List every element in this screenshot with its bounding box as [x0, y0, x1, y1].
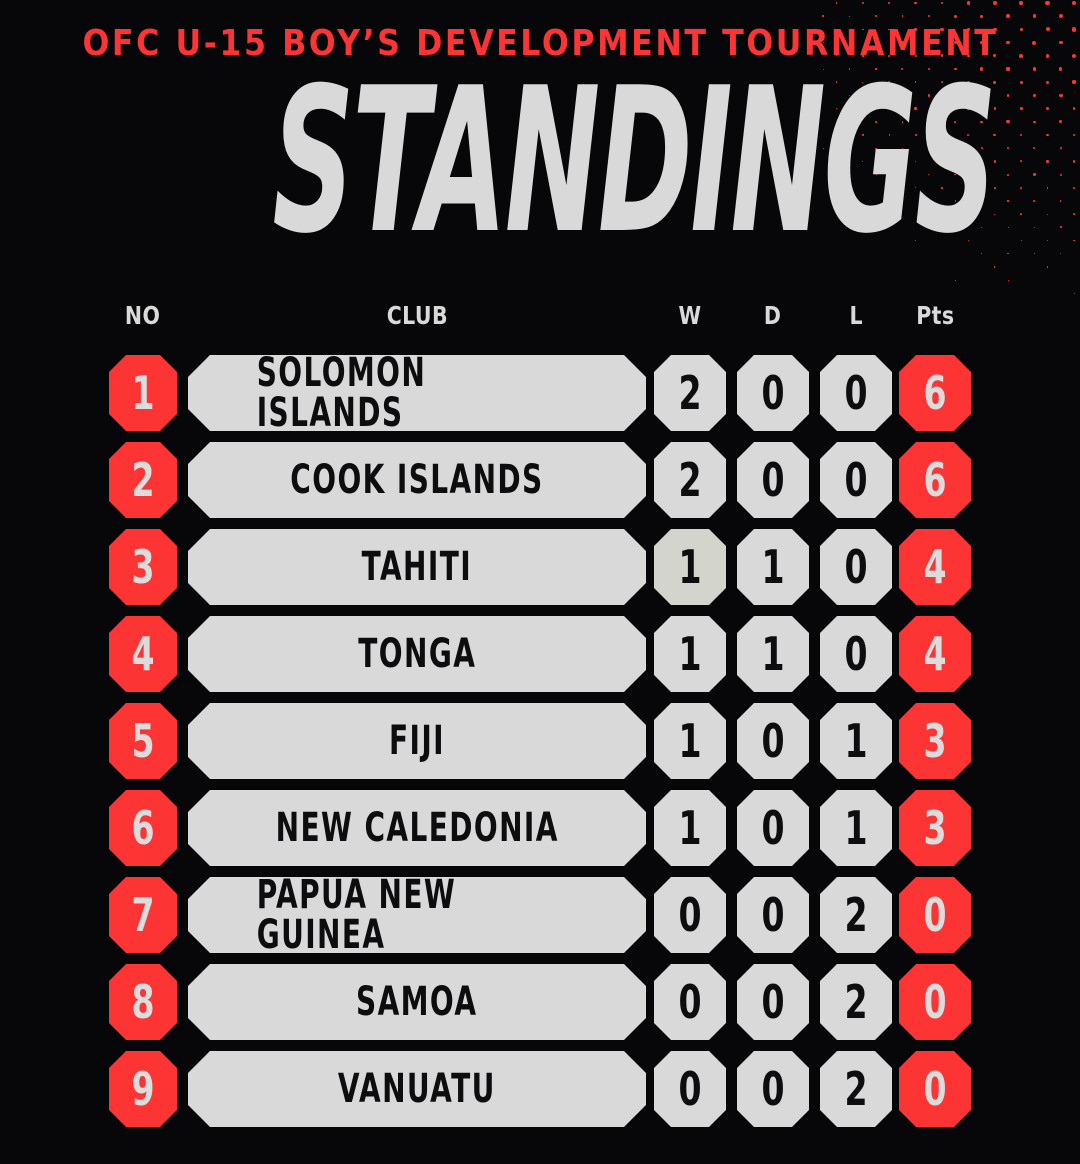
halftone-dot [954, 279, 956, 281]
club-cell: SOLOMON ISLANDS [188, 355, 646, 431]
club-cell: COOK ISLANDS [188, 442, 646, 518]
points-badge: 4 [899, 529, 971, 605]
halftone-dot [1059, 67, 1063, 71]
table-row: 6 NEW CALEDONIA 1 0 1 3 [109, 790, 971, 866]
column-header-no: NO [125, 300, 161, 330]
table-row: 1 SOLOMON ISLANDS 2 0 0 6 [109, 355, 971, 431]
club-cell: PAPUA NEW GUINEA [188, 877, 646, 953]
points-badge: 4 [899, 616, 971, 692]
wins-cell: 1 [654, 790, 726, 866]
wins-cell: 0 [654, 877, 726, 953]
draws-cell: 0 [737, 790, 809, 866]
column-header-wins: W [678, 300, 702, 330]
club-cell: TAHITI [188, 529, 646, 605]
rank-badge: 6 [109, 790, 177, 866]
losses-cell: 2 [820, 964, 892, 1040]
table-row: 2 COOK ISLANDS 2 0 0 6 [109, 442, 971, 518]
wins-cell: 2 [654, 442, 726, 518]
club-cell: NEW CALEDONIA [188, 790, 646, 866]
wins-cell: 1 [654, 529, 726, 605]
points-badge: 3 [899, 703, 971, 779]
page-title: STANDINGS [0, 45, 1080, 278]
losses-cell: 0 [820, 529, 892, 605]
table-row: 5 FIJI 1 0 1 3 [109, 703, 971, 779]
points-badge: 3 [899, 790, 971, 866]
losses-cell: 1 [820, 703, 892, 779]
losses-cell: 0 [820, 616, 892, 692]
losses-cell: 2 [820, 1051, 892, 1127]
points-badge: 0 [899, 964, 971, 1040]
column-header-losses: L [849, 300, 863, 330]
column-header-draws: D [764, 300, 782, 330]
draws-cell: 0 [737, 1051, 809, 1127]
wins-cell: 1 [654, 616, 726, 692]
draws-cell: 0 [737, 877, 809, 953]
halftone-dot [1034, 253, 1035, 255]
points-badge: 6 [899, 442, 971, 518]
rank-badge: 7 [109, 877, 177, 953]
halftone-dot [1006, 67, 1010, 71]
losses-cell: 1 [820, 790, 892, 866]
halftone-dot [1032, 67, 1037, 71]
column-header-club: CLUB [386, 300, 448, 330]
draws-cell: 0 [737, 355, 809, 431]
club-cell: SAMOA [188, 964, 646, 1040]
losses-cell: 2 [820, 877, 892, 953]
table-row: 8 SAMOA 0 0 2 0 [109, 964, 971, 1040]
rank-badge: 1 [109, 355, 177, 431]
wins-cell: 0 [654, 964, 726, 1040]
club-cell: FIJI [188, 703, 646, 779]
rank-badge: 9 [109, 1051, 177, 1127]
halftone-dot [1073, 292, 1075, 294]
halftone-dot [1047, 266, 1049, 268]
rank-badge: 3 [109, 529, 177, 605]
tournament-title-text: OFC U-15 BOY’S DEVELOPMENT TOURNAMENT [82, 23, 998, 64]
table-row: 4 TONGA 1 1 0 4 [109, 616, 971, 692]
table-row: 7 PAPUA NEW GUINEA 0 0 2 0 [109, 877, 971, 953]
draws-cell: 0 [737, 964, 809, 1040]
draws-cell: 1 [737, 529, 809, 605]
club-cell: TONGA [188, 616, 646, 692]
table-row: 9 VANUATU 0 0 2 0 [109, 1051, 971, 1127]
rank-badge: 8 [109, 964, 177, 1040]
club-cell: VANUATU [188, 1051, 646, 1127]
halftone-dot [1007, 279, 1009, 281]
rank-badge: 2 [109, 442, 177, 518]
wins-cell: 2 [654, 355, 726, 431]
column-header-points: Pts [915, 300, 955, 330]
table-header: NO CLUB W D L Pts [109, 300, 971, 330]
wins-cell: 1 [654, 703, 726, 779]
wins-cell: 0 [654, 1051, 726, 1127]
page-title-text: STANDINGS [272, 45, 997, 278]
losses-cell: 0 [820, 442, 892, 518]
points-badge: 6 [899, 355, 971, 431]
points-badge: 0 [899, 877, 971, 953]
draws-cell: 0 [737, 442, 809, 518]
points-badge: 0 [899, 1051, 971, 1127]
draws-cell: 0 [737, 703, 809, 779]
losses-cell: 0 [820, 355, 892, 431]
standings-table: 1 SOLOMON ISLANDS 2 0 0 6 2 COOK ISLANDS… [0, 355, 1080, 1127]
halftone-dot [1007, 253, 1009, 255]
tournament-title: OFC U-15 BOY’S DEVELOPMENT TOURNAMENT [0, 0, 1080, 62]
draws-cell: 1 [737, 616, 809, 692]
table-row: 3 TAHITI 1 1 0 4 [109, 529, 971, 605]
rank-badge: 5 [109, 703, 177, 779]
halftone-dot [1060, 253, 1062, 255]
rank-badge: 4 [109, 616, 177, 692]
